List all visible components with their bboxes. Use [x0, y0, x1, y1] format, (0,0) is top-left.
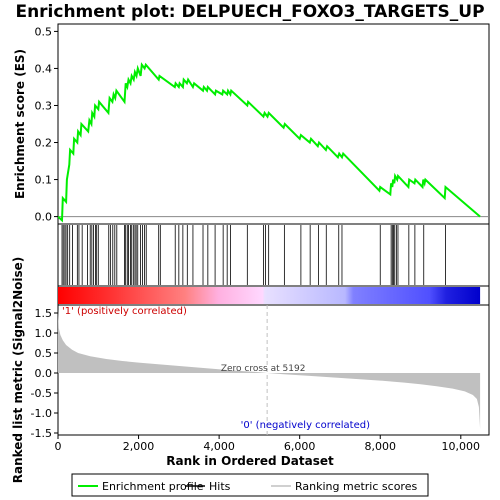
rank-color-bar [58, 287, 481, 304]
metric-y-tick-label-6: 1.5 [35, 307, 53, 320]
es-y-tick-label-0: 0.0 [35, 211, 53, 224]
x-tick-label-3: 6,000 [284, 440, 316, 453]
legend-box [71, 473, 429, 497]
x-tick-label-2: 4,000 [203, 440, 235, 453]
legend: Enrichment profile Hits Ranking metric sco… [78, 480, 417, 493]
negative-correlation-note: '0' (negatively correlated) [241, 420, 370, 431]
positive-correlation-note: '1' (positively correlated) [62, 306, 187, 317]
metric-y-tick-label-0: -1.5 [31, 427, 52, 440]
enrichment-profile-line [58, 62, 481, 223]
hits-marks [61, 225, 446, 285]
chart-title: Enrichment plot: DELPUECH_FOXO3_TARGETS_… [15, 2, 484, 22]
x-tick-label-0: 0 [55, 440, 62, 453]
ranking-metric-area [58, 309, 481, 429]
es-panel-frame [57, 23, 490, 225]
metric-y-tick-label-5: 1.0 [35, 327, 53, 340]
rank-x-axis: 0 2,000 4,000 6,000 8,000 10,000 [55, 435, 481, 453]
metric-y-axis: -1.5 -1.0 -0.5 0.0 0.5 1.0 1.5 [31, 307, 58, 440]
es-y-tick-label-3: 0.3 [35, 99, 53, 112]
zero-cross-note: Zero cross at 5192 [221, 364, 306, 374]
legend-label-1: Hits [209, 480, 231, 493]
x-tick-label-5: 10,000 [442, 440, 481, 453]
x-tick-label-1: 2,000 [123, 440, 155, 453]
es-y-tick-label-2: 0.2 [35, 137, 53, 150]
es-y-tick-label-4: 0.4 [35, 62, 53, 75]
metric-axis-title: Ranked list metric (Signal2Noise) [11, 257, 25, 484]
metric-y-tick-label-3: 0.0 [35, 367, 53, 380]
x-axis-title: Rank in Ordered Dataset [166, 454, 334, 468]
metric-y-tick-label-2: -0.5 [31, 387, 52, 400]
legend-label-2: Ranking metric scores [295, 480, 417, 493]
es-y-axis: 0.0 0.1 0.2 0.3 0.4 0.5 [35, 25, 58, 224]
metric-y-tick-label-1: -1.0 [31, 407, 52, 420]
x-tick-label-4: 8,000 [364, 440, 396, 453]
metric-y-tick-label-4: 0.5 [35, 347, 53, 360]
legend-label-0: Enrichment profile [102, 480, 204, 493]
hits-panel-frame [57, 223, 490, 287]
es-y-tick-label-5: 0.5 [35, 25, 53, 38]
es-y-tick-label-1: 0.1 [35, 174, 53, 187]
es-axis-title: Enrichment score (ES) [13, 49, 27, 199]
